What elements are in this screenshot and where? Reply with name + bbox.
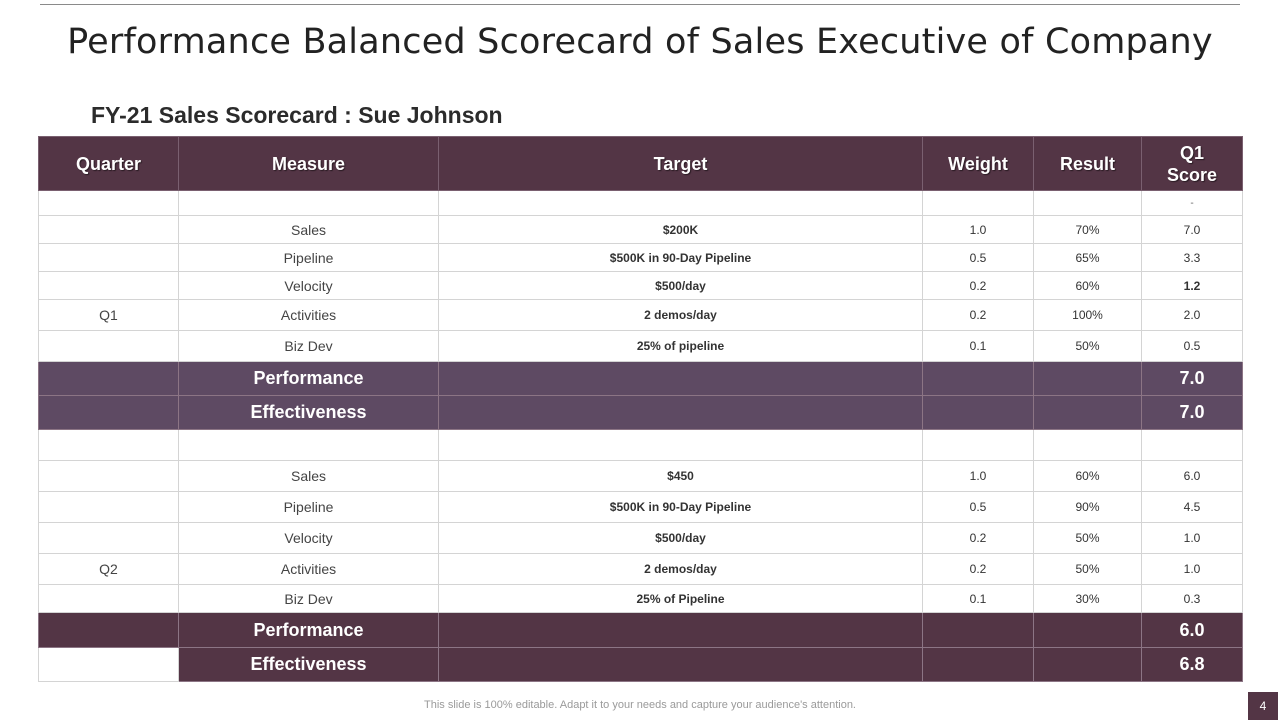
table-row: Biz Dev 25% of pipeline 0.1 50% 0.5 [38,330,1243,362]
table-row-q2-spacer [38,429,1243,461]
score-cell: 6.0 [1141,460,1243,492]
top-rule [40,4,1240,5]
quarter-cell [38,190,179,216]
performance-row-q1: Performance 7.0 [38,361,1243,396]
measure-cell: Sales [178,460,439,492]
target-cell: $450 [438,460,923,492]
table-row-q1-spacer: - [38,190,1243,216]
table-row: Pipeline $500K in 90-Day Pipeline 0.5 90… [38,491,1243,523]
score-cell: 0.5 [1141,330,1243,362]
result-cell: 100% [1033,299,1142,331]
header-weight: Weight [922,136,1034,191]
result-cell: 60% [1033,271,1142,300]
measure-cell: Pipeline [178,491,439,523]
score-cell: 1.2 [1141,271,1243,300]
result-cell: 50% [1033,330,1142,362]
performance-label: Performance [178,361,439,396]
result-cell: 60% [1033,460,1142,492]
weight-cell: 0.2 [922,271,1034,300]
table-row: Pipeline $500K in 90-Day Pipeline 0.5 65… [38,243,1243,272]
weight-cell: 1.0 [922,460,1034,492]
result-cell: 70% [1033,215,1142,244]
performance-score: 7.0 [1141,361,1243,396]
score-cell: 2.0 [1141,299,1243,331]
result-cell: 50% [1033,522,1142,554]
quarter-label-q1: Q1 [38,299,179,331]
target-cell: $500/day [438,271,923,300]
header-score-line2: Score [1166,164,1218,185]
weight-cell: 1.0 [922,215,1034,244]
footer-note: This slide is 100% editable. Adapt it to… [424,699,856,711]
score-cell: 0.3 [1141,584,1243,613]
result-cell: 30% [1033,584,1142,613]
effectiveness-score: 7.0 [1141,395,1243,430]
header-row: Quarter Measure Target Weight Result Q1 … [38,136,1243,191]
result-cell: 90% [1033,491,1142,523]
header-result: Result [1033,136,1142,191]
result-cell: 65% [1033,243,1142,272]
score-cell: 1.0 [1141,553,1243,585]
score-cell: 7.0 [1141,215,1243,244]
table-row: Q1 Activities 2 demos/day 0.2 100% 2.0 [38,299,1243,331]
header-quarter: Quarter [38,136,179,191]
score-cell: 3.3 [1141,243,1243,272]
score-cell: 4.5 [1141,491,1243,523]
target-cell: 2 demos/day [438,553,923,585]
scorecard-table: Quarter Measure Target Weight Result Q1 … [38,136,1243,682]
header-target: Target [438,136,923,191]
weight-cell: 0.5 [922,243,1034,272]
result-cell: 50% [1033,553,1142,585]
effectiveness-label: Effectiveness [178,647,439,682]
table-row: Q2 Activities 2 demos/day 0.2 50% 1.0 [38,553,1243,585]
target-cell: $500/day [438,522,923,554]
weight-cell: 0.2 [922,299,1034,331]
weight-cell: 0.1 [922,330,1034,362]
target-cell: $200K [438,215,923,244]
header-score-line1: Q1 [1179,142,1204,163]
measure-cell: Biz Dev [178,584,439,613]
measure-cell: Sales [178,215,439,244]
weight-cell: 0.2 [922,522,1034,554]
table-row: Biz Dev 25% of Pipeline 0.1 30% 0.3 [38,584,1243,613]
performance-row-q2: Performance 6.0 [38,612,1243,648]
performance-score: 6.0 [1141,612,1243,648]
header-score: Q1 Score [1141,136,1243,191]
weight-cell: 0.2 [922,553,1034,585]
measure-cell: Pipeline [178,243,439,272]
measure-cell: Biz Dev [178,330,439,362]
effectiveness-row-q1: Effectiveness 7.0 [38,395,1243,430]
weight-cell: 0.1 [922,584,1034,613]
performance-label: Performance [178,612,439,648]
effectiveness-score: 6.8 [1141,647,1243,682]
page-title: Performance Balanced Scorecard of Sales … [67,22,1213,62]
header-measure: Measure [178,136,439,191]
table-row: Velocity $500/day 0.2 50% 1.0 [38,522,1243,554]
measure-cell: Velocity [178,522,439,554]
measure-cell: Activities [178,299,439,331]
scorecard-subtitle: FY-21 Sales Scorecard : Sue Johnson [91,102,503,128]
score-dash: - [1141,190,1243,216]
weight-cell: 0.5 [922,491,1034,523]
score-cell: 1.0 [1141,522,1243,554]
target-cell: $500K in 90-Day Pipeline [438,243,923,272]
measure-cell: Activities [178,553,439,585]
target-cell: 2 demos/day [438,299,923,331]
table-row: Sales $450 1.0 60% 6.0 [38,460,1243,492]
table-row: Sales $200K 1.0 70% 7.0 [38,215,1243,244]
quarter-label-q2: Q2 [38,553,179,585]
effectiveness-row-q2: Effectiveness 6.8 [38,647,1243,682]
measure-cell: Velocity [178,271,439,300]
page-number: 4 [1248,692,1278,720]
target-cell: 25% of Pipeline [438,584,923,613]
target-cell: $500K in 90-Day Pipeline [438,491,923,523]
target-cell: 25% of pipeline [438,330,923,362]
effectiveness-label: Effectiveness [178,395,439,430]
table-row: Velocity $500/day 0.2 60% 1.2 [38,271,1243,300]
